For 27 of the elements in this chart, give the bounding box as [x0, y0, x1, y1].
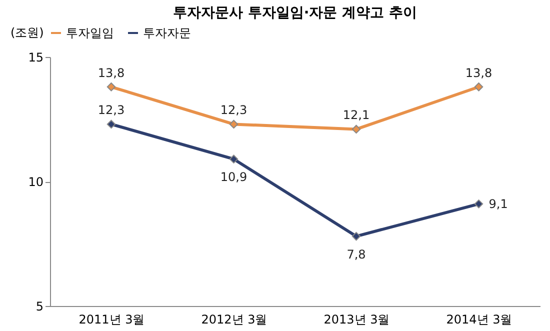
- point: [352, 124, 361, 134]
- x-tick-label: 2013년 3월: [324, 312, 390, 326]
- data-label: 9,1: [488, 196, 508, 211]
- data-label: 12,1: [342, 108, 370, 122]
- point: [106, 82, 116, 92]
- x-tick-label: 2011년 3월: [78, 312, 145, 326]
- point: [474, 200, 484, 208]
- y-tick-label: 5: [36, 300, 44, 314]
- y-tick-label: 10: [28, 175, 44, 189]
- point: [229, 120, 238, 129]
- y-tick-label: 15: [28, 50, 44, 64]
- data-label: 7,8: [346, 247, 366, 262]
- x-tick-label: 2014년 3월: [446, 312, 512, 326]
- point: [229, 154, 238, 164]
- legend-label: 투자자문: [143, 26, 191, 40]
- chart-title: 투자자문사 투자일임·자문 계약고 추이: [173, 5, 417, 21]
- point: [352, 232, 361, 241]
- data-label: 13,8: [465, 66, 492, 80]
- data-label: 10,9: [220, 170, 248, 184]
- point: [106, 120, 116, 129]
- data-label: 12,3: [98, 103, 125, 118]
- y-axis-title: (조원): [10, 26, 44, 40]
- x-tick-label: 2012년 3월: [201, 312, 268, 326]
- legend-label: 투자일임: [66, 26, 114, 40]
- data-label: 12,3: [220, 103, 248, 118]
- point: [474, 82, 484, 92]
- data-label: 13,8: [98, 66, 125, 80]
